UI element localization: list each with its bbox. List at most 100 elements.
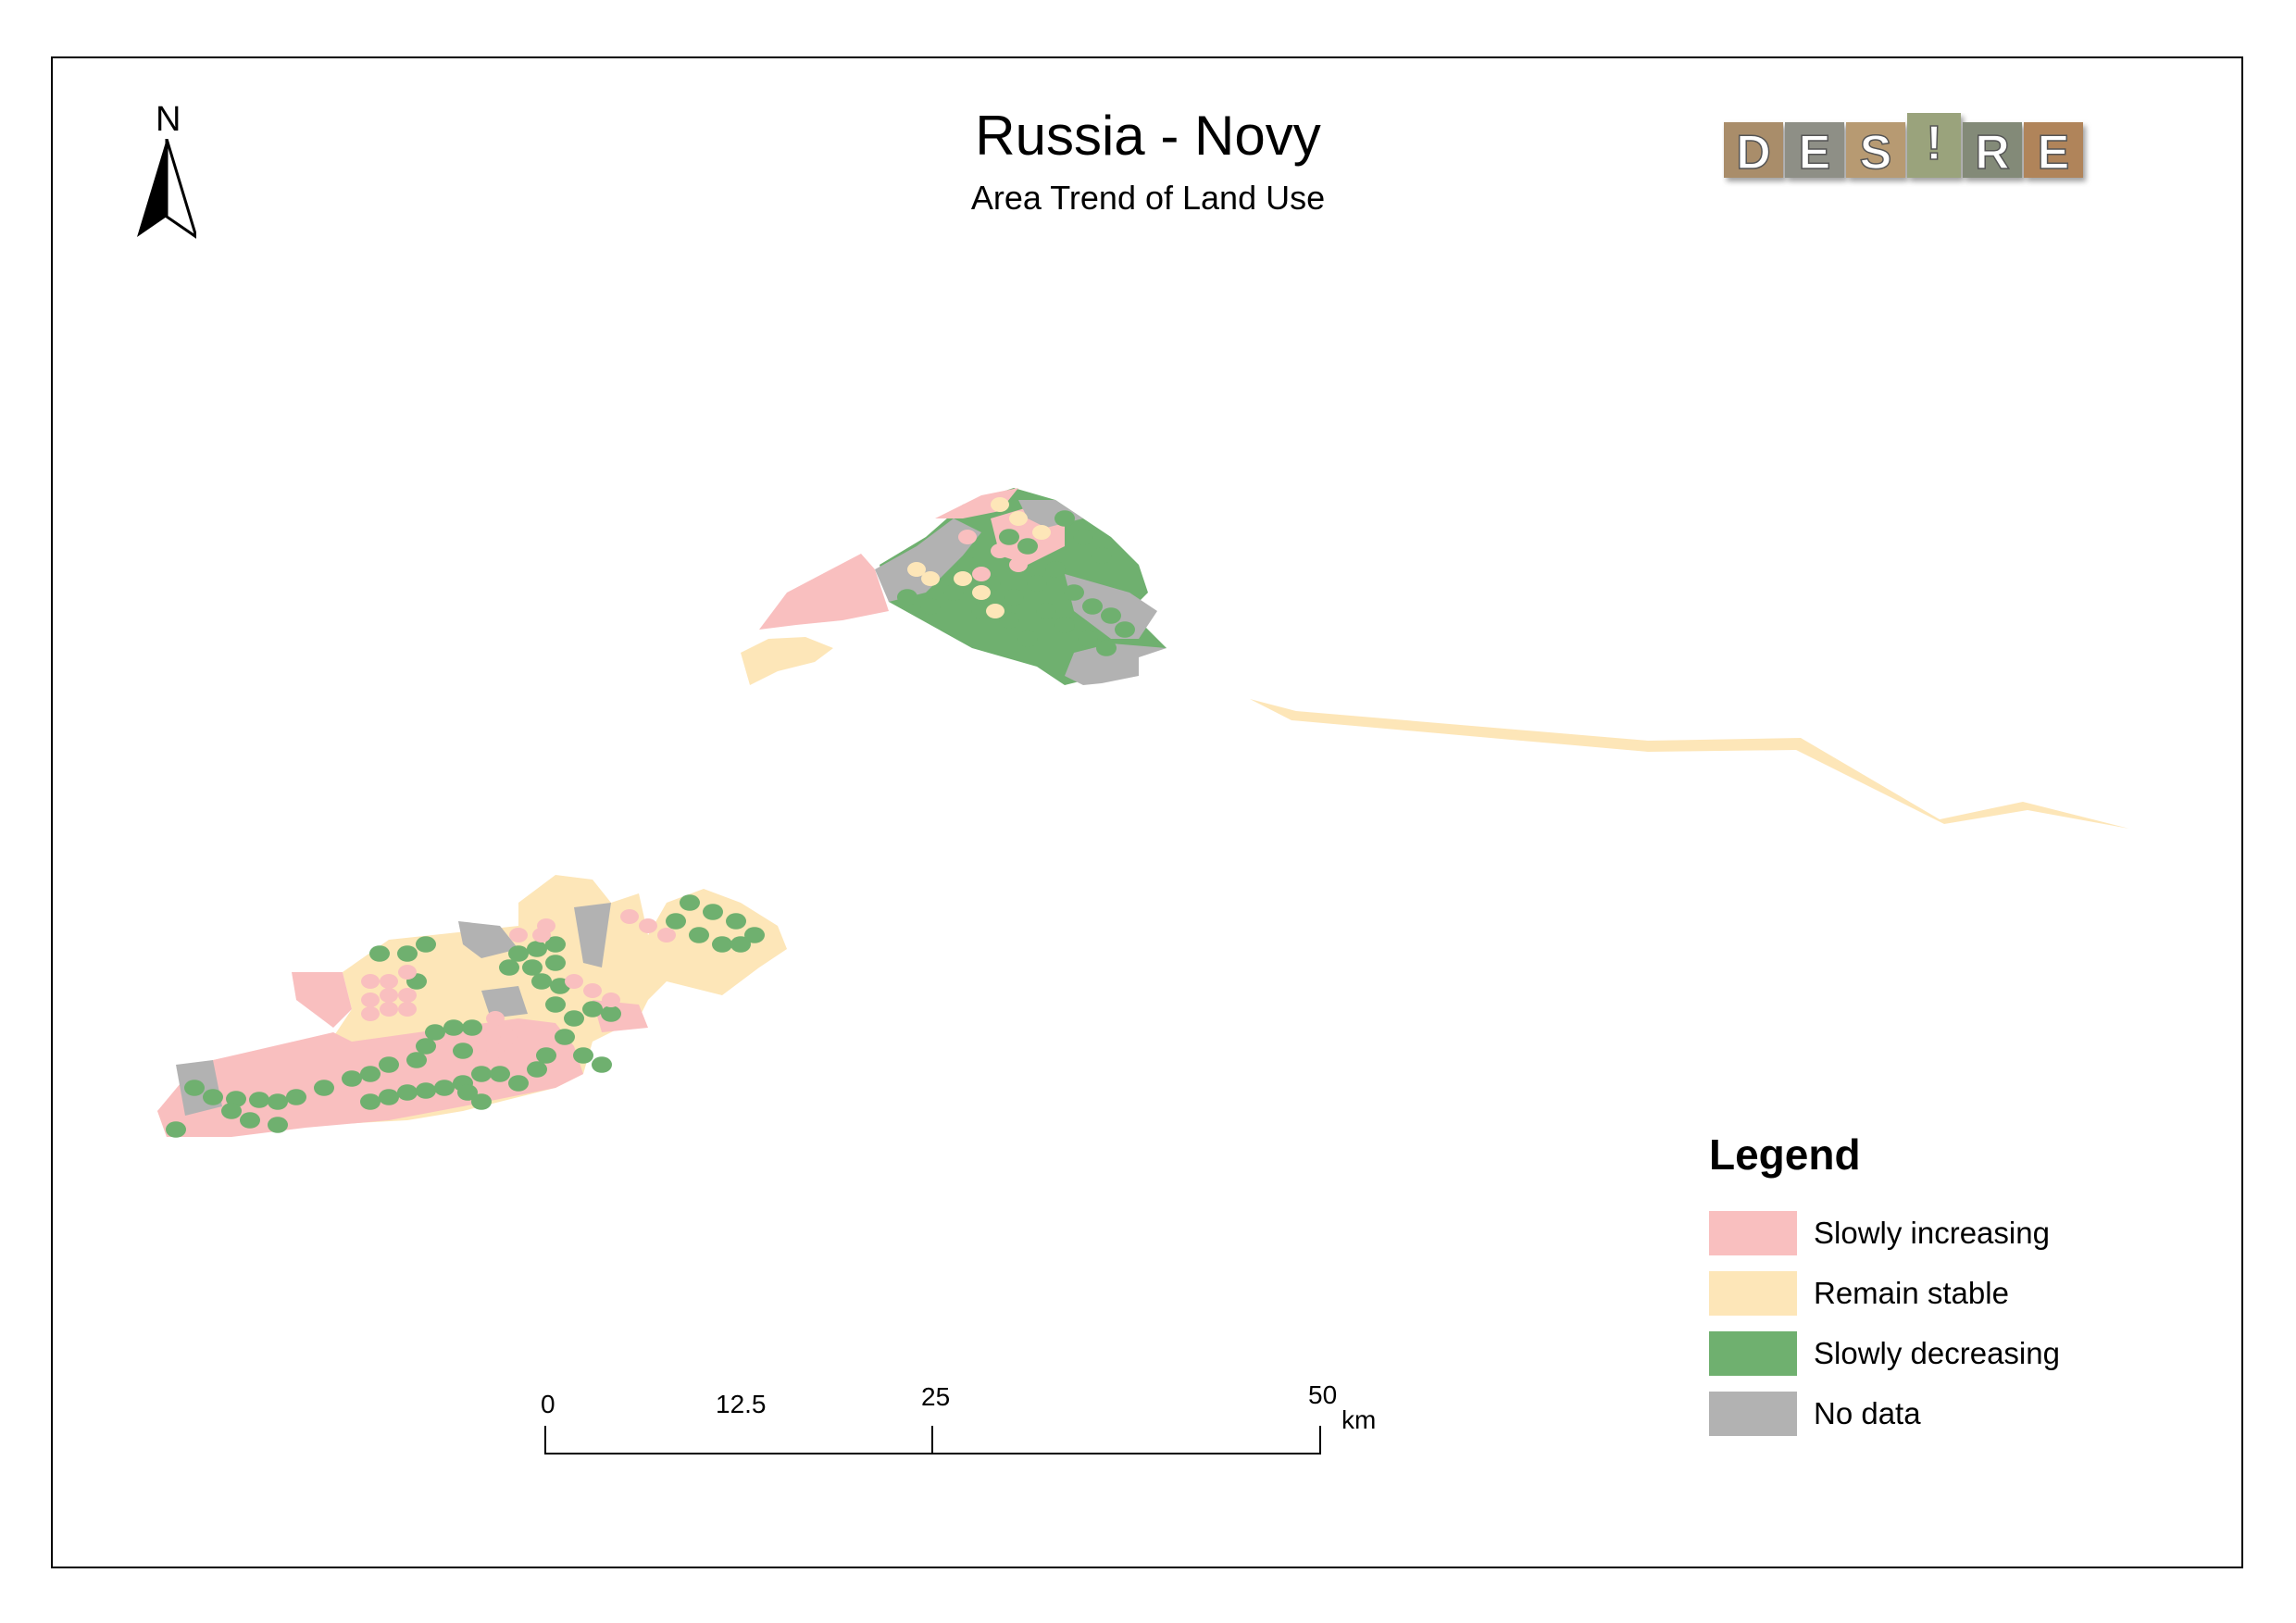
field-pivot <box>666 913 686 930</box>
field-pivot <box>999 529 1019 545</box>
field-pivot <box>268 1093 288 1110</box>
field-pivot <box>991 543 1009 558</box>
field-pivot <box>555 1029 575 1045</box>
field-pivot <box>406 1052 427 1068</box>
field-pivot <box>342 1070 362 1087</box>
logo-letter: ! <box>1926 117 1941 170</box>
field-pivot <box>397 1084 418 1101</box>
field-pivot <box>360 1093 381 1110</box>
field-pivot <box>416 936 436 953</box>
field-pivot <box>416 1082 436 1099</box>
field-pivot <box>639 918 657 933</box>
field-pivot <box>457 1084 478 1101</box>
field-pivot <box>380 988 398 1003</box>
scale-tick-12-5: 12.5 <box>716 1390 767 1418</box>
field-pivot <box>1017 630 1038 647</box>
field-pivot <box>398 1002 417 1017</box>
field-pivot <box>471 1066 492 1082</box>
field-pivot <box>1092 547 1112 564</box>
field-pivot <box>536 1047 556 1064</box>
field-pivot <box>500 1030 518 1044</box>
field-pivot <box>221 1103 242 1119</box>
legend-label: Slowly increasing <box>1814 1216 2050 1250</box>
field-pivot <box>453 1042 473 1059</box>
field-pivot <box>972 585 991 600</box>
field-pivot <box>527 941 547 957</box>
field-pivot <box>1096 640 1117 656</box>
field-pivot <box>1078 630 1098 647</box>
legend-item-remain-stable: Remain stable <box>1709 1271 2060 1316</box>
field-pivot <box>620 909 639 924</box>
legend-label: Remain stable <box>1814 1276 2009 1310</box>
legend-item-no-data: No data <box>1709 1392 2060 1436</box>
field-pivot <box>1017 538 1038 555</box>
field-pivot <box>286 1089 306 1105</box>
field-pivot <box>999 612 1019 629</box>
field-pivot <box>379 1089 399 1105</box>
field-pivot <box>369 945 390 962</box>
field-pivot <box>462 1019 482 1036</box>
field-pivot <box>730 936 751 953</box>
field-pivot <box>249 1092 269 1108</box>
field-pivot <box>380 1002 398 1017</box>
field-pivot <box>689 927 709 943</box>
field-pivot <box>425 1024 445 1041</box>
field-pivot <box>361 974 380 989</box>
field-pivot <box>398 988 417 1003</box>
field-pivot <box>1045 561 1066 578</box>
field-pivot <box>545 936 566 953</box>
field-pivot <box>166 1121 186 1138</box>
field-pivot <box>360 1066 381 1082</box>
field-pivot <box>921 571 940 586</box>
field-pivot <box>897 589 917 606</box>
field-pivot <box>379 1056 399 1073</box>
field-pivot <box>957 556 978 573</box>
field-pivot <box>565 974 583 989</box>
field-pivot <box>416 1038 436 1055</box>
logo-letter: S <box>1860 126 1892 180</box>
field-pivot <box>657 928 676 943</box>
field-pivot <box>744 927 765 943</box>
field-pivot <box>499 959 519 976</box>
field-pivot <box>986 604 1004 618</box>
scale-tick-50: 50 <box>1308 1380 1338 1409</box>
field-pivot <box>398 965 417 980</box>
desire-logo: D E S! R E <box>1724 113 2083 181</box>
legend-title: Legend <box>1709 1130 1861 1179</box>
field-pivot <box>527 1061 547 1078</box>
field-pivot <box>361 993 380 1007</box>
field-pivot <box>361 1006 380 1021</box>
field-pivot <box>522 959 543 976</box>
field-pivot <box>1115 621 1135 638</box>
field-pivot <box>1054 617 1075 633</box>
field-pivot <box>991 497 1009 512</box>
field-pivot <box>1101 607 1121 624</box>
map-title: Russia - Novy <box>975 105 1321 167</box>
field-pivot <box>471 1093 492 1110</box>
field-pivot <box>240 1112 260 1129</box>
field-pivot <box>1009 511 1028 526</box>
field-pivot <box>314 1080 334 1096</box>
logo-letter: R <box>1975 126 2010 180</box>
map-subtitle: Area Trend of Land Use <box>970 179 1326 217</box>
field-pivot <box>583 983 602 998</box>
logo-letter: E <box>2038 126 2070 180</box>
field-pivot <box>958 530 977 544</box>
legend: Legend Slowly increasing Remain stable S… <box>1709 1130 2060 1452</box>
legend-swatch <box>1709 1271 1797 1316</box>
logo-letter: E <box>1799 126 1831 180</box>
field-pivot <box>943 584 964 601</box>
field-pivot <box>920 598 941 615</box>
field-pivot <box>972 567 991 581</box>
scale-tick-25: 25 <box>921 1382 951 1411</box>
field-pivot <box>203 1089 223 1105</box>
field-pivot <box>907 562 926 577</box>
legend-item-slowly-decreasing: Slowly decreasing <box>1709 1331 2060 1376</box>
legend-label: No data <box>1814 1396 1921 1430</box>
logo-letter: D <box>1736 126 1771 180</box>
field-pivot <box>592 1056 612 1073</box>
field-pivot <box>531 973 552 990</box>
field-pivot <box>397 945 418 962</box>
field-pivot <box>1009 557 1028 572</box>
